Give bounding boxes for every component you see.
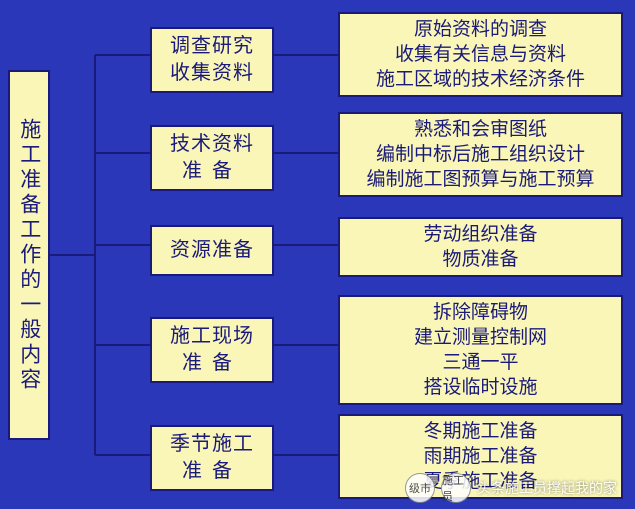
mid-line: 准备 — [154, 158, 270, 185]
mid-line: 准备 — [154, 350, 270, 377]
leaf-line: 雨期施工准备 — [342, 444, 619, 469]
root-label: 施工准备工作的一般内容 — [13, 118, 45, 393]
watermark-badge: 级市 — [405, 473, 435, 503]
watermark-text: 头条施工员撑起我的家 — [477, 478, 617, 498]
leaf-line: 冬期施工准备 — [342, 419, 619, 444]
mid-node-1: 技术资料 准备 — [150, 125, 274, 191]
leaf-line: 拆除障碍物 — [342, 300, 619, 325]
mid-node-2: 资源准备 — [150, 225, 274, 276]
leaf-line: 施工区域的技术经济条件 — [342, 67, 619, 92]
leaf-line: 原始资料的调查 — [342, 17, 619, 42]
leaf-line: 熟悉和会审图纸 — [342, 117, 619, 142]
leaf-line: 搭设临时设施 — [342, 375, 619, 400]
leaf-node-0: 原始资料的调查 收集有关信息与资料 施工区域的技术经济条件 — [338, 12, 623, 97]
leaf-line: 编制施工图预算与施工预算 — [342, 167, 619, 192]
leaf-line: 编制中标后施工组织设计 — [342, 142, 619, 167]
watermark-badge: 施工员 — [441, 473, 471, 503]
mid-node-0: 调查研究 收集资料 — [150, 27, 274, 93]
leaf-line: 收集有关信息与资料 — [342, 42, 619, 67]
root-node: 施工准备工作的一般内容 — [8, 70, 50, 440]
mid-line: 资源准备 — [154, 237, 270, 264]
mid-line: 准备 — [154, 458, 270, 485]
leaf-node-2: 劳动组织准备 物质准备 — [338, 217, 623, 277]
mid-line: 季节施工 — [154, 431, 270, 458]
mid-line: 技术资料 — [154, 131, 270, 158]
leaf-line: 三通一平 — [342, 350, 619, 375]
mid-line: 施工现场 — [154, 323, 270, 350]
watermark: 级市 施工员 头条施工员撑起我的家 — [405, 473, 617, 503]
mid-line: 收集资料 — [154, 60, 270, 87]
mid-node-4: 季节施工 准备 — [150, 425, 274, 491]
leaf-line: 物质准备 — [342, 247, 619, 272]
leaf-node-1: 熟悉和会审图纸 编制中标后施工组织设计 编制施工图预算与施工预算 — [338, 112, 623, 197]
mid-line: 调查研究 — [154, 33, 270, 60]
leaf-line: 建立测量控制网 — [342, 325, 619, 350]
leaf-line: 劳动组织准备 — [342, 222, 619, 247]
mid-node-3: 施工现场 准备 — [150, 317, 274, 383]
leaf-node-3: 拆除障碍物 建立测量控制网 三通一平 搭设临时设施 — [338, 295, 623, 405]
